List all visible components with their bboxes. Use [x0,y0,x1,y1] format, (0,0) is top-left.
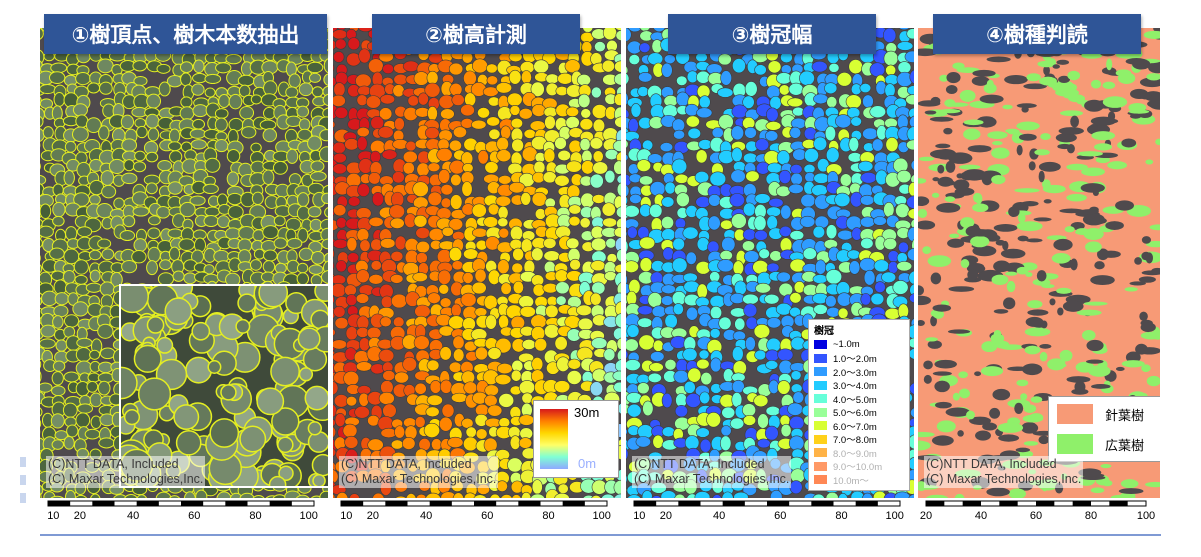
zoom-inset-image [119,284,328,488]
legend-label: 7.0～8.0m [833,435,877,447]
scale-tick-label: 10 [633,510,646,522]
legend-swatch [814,421,827,431]
scale-tick-label: 20 [73,510,87,522]
scale-bar: 10 20 40 60 80 100 [333,498,621,526]
legend-label: 10.0m～ [833,475,869,487]
crown-legend-item: 4.0～5.0m [809,392,909,406]
legend-label: 6.0～7.0m [833,421,877,433]
legend-label: 広葉樹 [1105,438,1145,454]
copyright-credit: (C)NTT DATA, Included (C) Maxar Technolo… [339,456,499,488]
scale-tick-label: 80 [835,510,848,522]
copyright-credit: (C)NTT DATA, Included (C) Maxar Technolo… [46,456,206,488]
side-decoration [18,455,32,505]
legend-label: 2.0～3.0m [833,367,877,379]
scale-tick-label: 20 [659,510,673,522]
crown-legend-item: 7.0～8.0m [809,433,909,447]
crown-width-legend: 樹冠 ~1.0m 1.0～2.0m 2.0～3.0m 3.0～4.0m 4.0～5.0m… [808,319,910,491]
legend-swatch [814,353,827,363]
height-legend: 30m 0m [533,400,619,478]
crown-legend-title: 樹冠 [814,326,834,337]
legend-label: 1.0～2.0m [833,354,877,366]
legend-swatch [814,448,827,458]
scale-tick-label: 60 [188,510,201,522]
scale-tick-label: 40 [974,510,988,522]
legend-label: ~1.0m [833,339,860,351]
panel-title-crown-width: ③樹冠幅 [668,14,876,54]
species-legend-item: 広葉樹 [1049,431,1160,457]
panel-tree-height: 30m 0m (C)NTT DATA, Included (C) Maxar T… [333,28,621,526]
crown-legend-item: ~1.0m [809,338,909,352]
crown-legend-item: 8.0～9.0m [809,446,909,460]
scale-tick-label: 100 [299,510,318,522]
panel-crown-width: 樹冠 ~1.0m 1.0～2.0m 2.0～3.0m 3.0～4.0m 4.0～5.0m… [626,28,914,526]
copyright-credit: (C)NTT DATA, Included (C) Maxar Technolo… [632,456,792,488]
legend-label: 8.0～9.0m [833,448,877,460]
panel-tree-tops: (C)NTT DATA, Included (C) Maxar Technolo… [40,28,328,526]
crown-legend-item: 6.0～7.0m [809,419,909,433]
legend-swatch [814,407,827,417]
legend-label: 針葉樹 [1105,408,1145,424]
legend-swatch [814,461,827,471]
legend-label: 3.0～4.0m [833,381,877,393]
crown-legend-item: 9.0～10.0m [809,460,909,474]
species-legend-item: 針葉樹 [1049,401,1160,427]
legend-swatch [814,394,827,404]
scale-tick-label: 10 [340,510,353,522]
copyright-credit: (C)NTT DATA, Included (C) Maxar Technolo… [924,456,1084,488]
height-legend-min: 0m [578,456,597,471]
crown-legend-item: 3.0～4.0m [809,379,909,393]
scale-bar: 10 20 40 60 80 100 [626,498,914,526]
scale-tick-label: 100 [1136,510,1156,522]
legend-swatch [814,475,827,485]
panel-title-tree-height: ②樹高計測 [372,14,580,54]
height-legend-max: 30m [574,405,600,420]
legend-swatch [814,367,827,377]
scale-tick-label: 80 [542,510,555,522]
height-color-ramp [540,409,568,469]
scale-tick-label: 60 [774,510,787,522]
crown-legend-item: 10.0m～ [809,473,909,487]
scale-tick-label: 80 [1084,510,1098,522]
panel-title-tree-tops: ①樹頂点、樹木本数抽出 [44,14,327,54]
scale-bar: 20 40 60 80 100 [918,498,1160,526]
scale-bar: 10 20 40 60 80 100 [40,498,328,526]
panel-title-tree-species: ④樹種判読 [933,14,1141,54]
scale-tick-label: 80 [249,510,262,522]
panel-tree-species: 針葉樹広葉樹 (C)NTT DATA, Included (C) Maxar T… [918,28,1160,526]
legend-label: 4.0～5.0m [833,394,877,406]
footer-divider [40,534,1161,536]
scale-tick-label: 60 [1029,510,1043,522]
scale-tick-label: 100 [885,510,904,522]
scale-tick-label: 40 [126,510,140,522]
crown-legend-item: 1.0～2.0m [809,352,909,366]
legend-label: 9.0～10.0m [833,462,883,474]
legend-swatch [814,380,827,390]
scale-tick-label: 100 [592,510,611,522]
legend-swatch [814,340,827,350]
legend-label: 5.0～6.0m [833,408,877,420]
crown-legend-item: 5.0～6.0m [809,406,909,420]
species-legend: 針葉樹 広葉樹 [1048,396,1160,462]
scale-tick-label: 20 [919,510,933,522]
legend-swatch [1057,434,1093,454]
scale-tick-label: 60 [481,510,494,522]
scale-tick-label: 40 [419,510,433,522]
scale-tick-label: 20 [366,510,380,522]
scale-tick-label: 10 [47,510,60,522]
crown-legend-item: 2.0～3.0m [809,365,909,379]
scale-tick-label: 40 [712,510,726,522]
legend-swatch [814,434,827,444]
legend-swatch [1057,404,1093,424]
